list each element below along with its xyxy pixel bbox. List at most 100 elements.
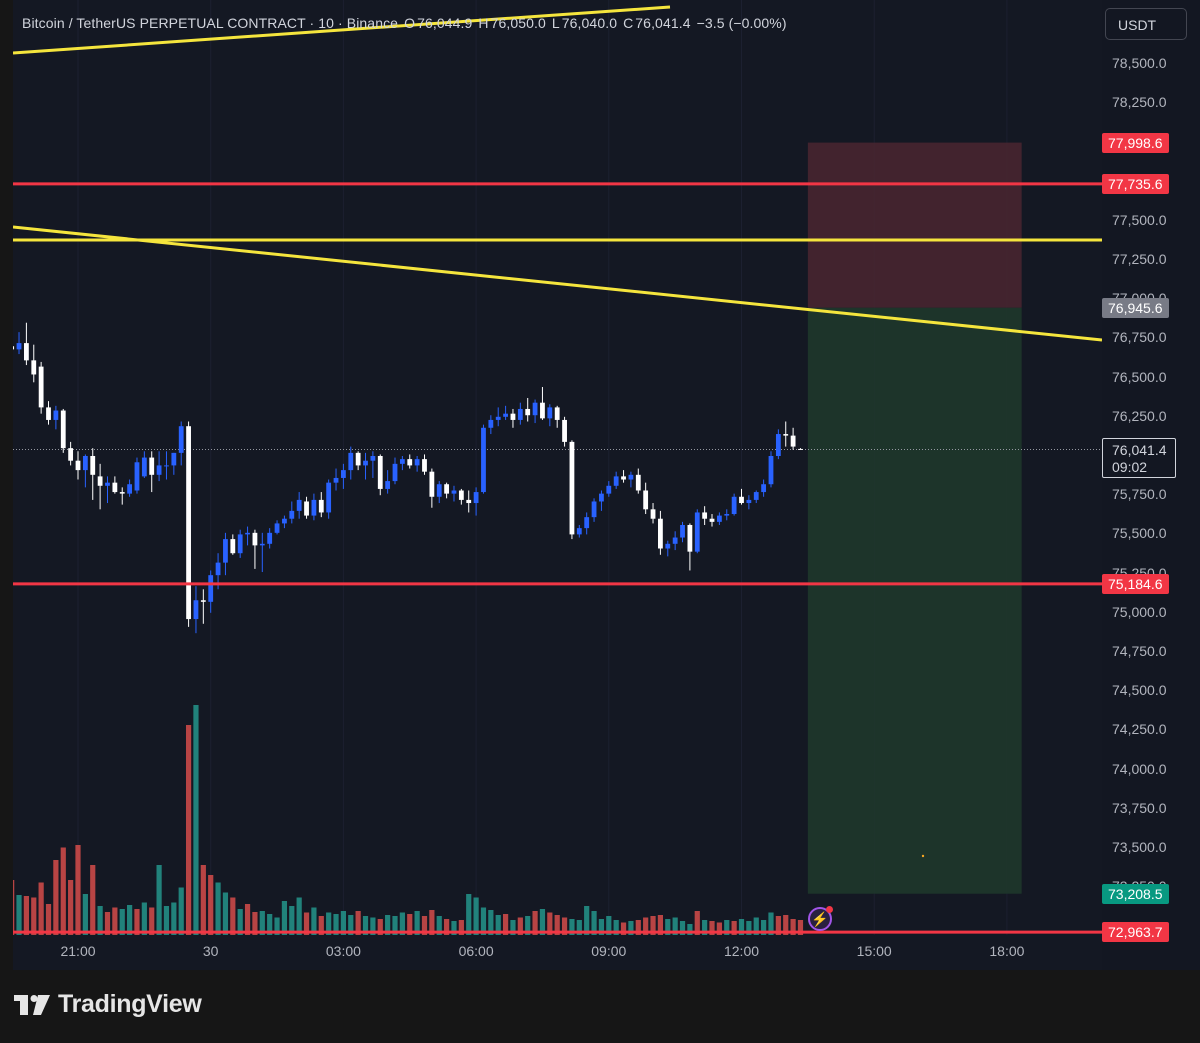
candle-body[interactable] [149, 457, 155, 475]
candle-body[interactable] [532, 402, 538, 416]
candle-body[interactable] [178, 426, 184, 453]
candle-body[interactable] [355, 452, 361, 466]
candle-body[interactable] [289, 510, 295, 519]
candle-body[interactable] [23, 343, 29, 361]
candle-body[interactable] [127, 484, 133, 494]
candle-body[interactable] [38, 366, 44, 408]
candle-body[interactable] [702, 512, 708, 519]
candle-body[interactable] [90, 456, 96, 475]
candle-body[interactable] [473, 492, 479, 504]
candle-body[interactable] [363, 460, 368, 466]
candle-body[interactable] [186, 426, 191, 620]
candle-body[interactable] [326, 482, 332, 513]
candle-body[interactable] [753, 492, 759, 500]
candle-body[interactable] [259, 543, 265, 546]
candle-body[interactable] [790, 435, 796, 447]
candle-body[interactable] [680, 524, 685, 538]
candle-body[interactable] [134, 462, 140, 491]
candle-body[interactable] [385, 481, 391, 489]
chart-pane[interactable] [13, 0, 1102, 970]
candle-body[interactable] [635, 474, 641, 491]
candle-body[interactable] [230, 539, 236, 554]
candle-body[interactable] [665, 543, 671, 549]
candle-body[interactable] [407, 459, 413, 466]
candle-body[interactable] [694, 512, 700, 552]
candle-body[interactable] [13, 346, 15, 350]
candle-body[interactable] [650, 509, 656, 519]
candle-body[interactable] [761, 484, 767, 493]
candle-body[interactable] [606, 485, 612, 494]
candle-body[interactable] [547, 407, 553, 419]
candle-body[interactable] [193, 600, 199, 620]
candle-body[interactable] [562, 419, 567, 442]
candle-body[interactable] [119, 492, 125, 494]
candle-body[interactable] [311, 499, 317, 516]
candle-body[interactable] [724, 514, 730, 516]
candle-body[interactable] [31, 360, 37, 375]
candle-body[interactable] [510, 413, 516, 420]
symbol-title[interactable]: Bitcoin / TetherUS PERPETUAL CONTRACT · … [22, 15, 399, 31]
candle-body[interactable] [97, 476, 103, 486]
candle-body[interactable] [348, 452, 354, 471]
candle-body[interactable] [156, 465, 162, 475]
candle-body[interactable] [783, 434, 789, 436]
candle-body[interactable] [451, 490, 457, 494]
candle-body[interactable] [569, 441, 575, 535]
candle-body[interactable] [599, 493, 604, 502]
candle-body[interactable] [318, 499, 324, 513]
candle-body[interactable] [46, 407, 51, 420]
candle-body[interactable] [392, 463, 398, 482]
candle-body[interactable] [768, 456, 774, 485]
candle-body[interactable] [75, 460, 81, 471]
candle-body[interactable] [687, 524, 693, 552]
candle-body[interactable] [658, 518, 663, 549]
candle-body[interactable] [333, 477, 339, 483]
candle-body[interactable] [613, 476, 619, 486]
candle-body[interactable] [775, 434, 781, 456]
currency-selector[interactable]: USDT [1105, 8, 1187, 40]
candle-body[interactable] [341, 470, 346, 478]
trendline-upper[interactable] [13, 5, 671, 55]
candle-body[interactable] [68, 448, 74, 461]
candle-body[interactable] [296, 499, 302, 511]
candle-body[interactable] [444, 484, 450, 494]
candle-body[interactable] [429, 471, 435, 497]
candle-body[interactable] [672, 537, 678, 544]
trendline-descending[interactable] [13, 225, 1102, 342]
candle-body[interactable] [414, 459, 420, 466]
candle-body[interactable] [503, 413, 508, 417]
stop-loss-zone[interactable] [807, 142, 1022, 308]
candle-body[interactable] [525, 408, 531, 416]
price-chart[interactable] [13, 0, 1102, 970]
candle-body[interactable] [171, 452, 177, 466]
candle-body[interactable] [237, 534, 243, 554]
candle-body[interactable] [370, 456, 376, 461]
candle-body[interactable] [481, 427, 486, 493]
candle-body[interactable] [245, 532, 250, 535]
candle-body[interactable] [628, 474, 634, 480]
candle-body[interactable] [621, 476, 626, 480]
candle-body[interactable] [488, 419, 494, 428]
price-axis[interactable]: 78,500.078,250.078,000.077,750.077,500.0… [1102, 0, 1200, 970]
candle-body[interactable] [422, 459, 427, 472]
candle-body[interactable] [798, 448, 803, 450]
candle-body[interactable] [208, 575, 214, 602]
candle-body[interactable] [517, 408, 523, 420]
candle-body[interactable] [215, 562, 221, 576]
candle-body[interactable] [377, 456, 383, 489]
candle-body[interactable] [267, 532, 273, 544]
candle-body[interactable] [466, 499, 472, 504]
candle-body[interactable] [399, 459, 405, 464]
candle-body[interactable] [82, 456, 88, 471]
candle-body[interactable] [584, 517, 590, 529]
candle-body[interactable] [731, 496, 737, 515]
candle-body[interactable] [643, 490, 649, 510]
candle-body[interactable] [200, 600, 206, 602]
candle-body[interactable] [112, 482, 118, 493]
candle-body[interactable] [540, 402, 545, 419]
candle-body[interactable] [223, 539, 228, 563]
candle-body[interactable] [716, 515, 722, 522]
candle-body[interactable] [53, 410, 59, 420]
candle-body[interactable] [105, 482, 110, 486]
candle-body[interactable] [436, 484, 442, 497]
